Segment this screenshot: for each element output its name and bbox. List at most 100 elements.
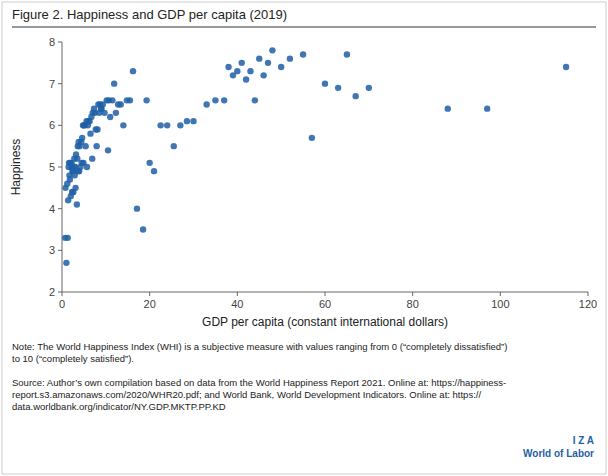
point (171, 143, 177, 149)
point (87, 130, 93, 136)
x-tick (237, 292, 238, 296)
y-tick-label: 2 (49, 286, 55, 298)
axes: 0204060801001202345678 (49, 36, 597, 310)
point (239, 60, 245, 66)
x-tick (412, 292, 413, 296)
point (63, 260, 69, 266)
point (140, 226, 146, 232)
point (184, 118, 190, 124)
title: Figure 2. Happiness and GDP per capita (… (12, 7, 287, 22)
note: Note: The World Happiness Index (WHI) is… (12, 341, 507, 364)
point (143, 97, 149, 103)
x-tick-label: 20 (144, 298, 156, 310)
point (107, 114, 113, 120)
x-tick (325, 292, 326, 296)
point (74, 201, 80, 207)
point (563, 64, 569, 70)
point (120, 122, 126, 128)
point (203, 101, 209, 107)
point (260, 72, 266, 78)
y-axis-label: Happiness (9, 139, 23, 196)
x-tick (149, 292, 150, 296)
point (352, 93, 358, 99)
point (190, 118, 196, 124)
point (84, 164, 90, 170)
point (67, 176, 73, 182)
point (127, 97, 133, 103)
x-tick-label: 120 (579, 298, 597, 310)
y-tick-label: 3 (49, 244, 55, 256)
point (89, 155, 95, 161)
point (445, 105, 451, 111)
x-tick (500, 292, 501, 296)
y-tick (58, 83, 62, 84)
point (243, 76, 249, 82)
text-line: report.s3.amazonaws.com/2020/WHR20.pdf; … (12, 389, 481, 400)
text-line: data.worldbank.org/indicator/NY.GDP.MKTP… (12, 401, 226, 412)
point (269, 47, 275, 53)
y-tick (58, 292, 62, 293)
y-tick-label: 7 (49, 78, 55, 90)
y-tick (58, 42, 62, 43)
text-line: to 10 (“completely satisfied”). (12, 353, 134, 364)
point (278, 64, 284, 70)
point (335, 85, 341, 91)
point (287, 55, 293, 61)
x-axis-label: GDP per capita (constant international d… (202, 315, 448, 329)
point (93, 143, 99, 149)
x-tick-label: 40 (231, 298, 243, 310)
point (94, 126, 100, 132)
points (62, 47, 569, 266)
y-tick (58, 208, 62, 209)
y-tick (58, 167, 62, 168)
point (105, 147, 111, 153)
point (252, 97, 258, 103)
y-tick-label: 5 (49, 161, 55, 173)
point (484, 105, 490, 111)
x-tick-label: 80 (407, 298, 419, 310)
point (101, 110, 107, 116)
point (157, 122, 163, 128)
background (0, 0, 608, 476)
point (265, 60, 271, 66)
point (79, 135, 85, 141)
text-line: I Z A (573, 435, 594, 446)
y-tick-label: 8 (49, 36, 55, 48)
point (300, 51, 306, 57)
point (177, 122, 183, 128)
text-line: Note: The World Happiness Index (WHI) is… (12, 341, 507, 352)
title-rule (12, 27, 596, 28)
point (111, 80, 117, 86)
x-tick-label: 60 (319, 298, 331, 310)
point (164, 122, 170, 128)
point (109, 97, 115, 103)
text-line: Source: Author’s own compilation based o… (12, 377, 506, 388)
point (309, 135, 315, 141)
point (113, 110, 119, 116)
point (82, 143, 88, 149)
point (234, 68, 240, 74)
point (146, 160, 152, 166)
x-tick-label: 100 (491, 298, 509, 310)
x-tick (62, 292, 63, 296)
y-tick-label: 6 (49, 119, 55, 131)
point (221, 97, 227, 103)
point (212, 97, 218, 103)
chart: Figure 2. Happiness and GDP per capita (… (0, 0, 608, 476)
x-tick-label: 0 (59, 298, 65, 310)
border (2, 2, 606, 474)
point (256, 55, 262, 61)
logo: I Z AWorld of Labor (523, 435, 594, 459)
point (225, 64, 231, 70)
point (64, 235, 70, 241)
point (130, 68, 136, 74)
point (344, 51, 350, 57)
point (134, 205, 140, 211)
point (247, 68, 253, 74)
point (322, 80, 328, 86)
point (72, 185, 78, 191)
point (366, 85, 372, 91)
point (151, 168, 157, 174)
point (118, 101, 124, 107)
y-tick (58, 125, 62, 126)
